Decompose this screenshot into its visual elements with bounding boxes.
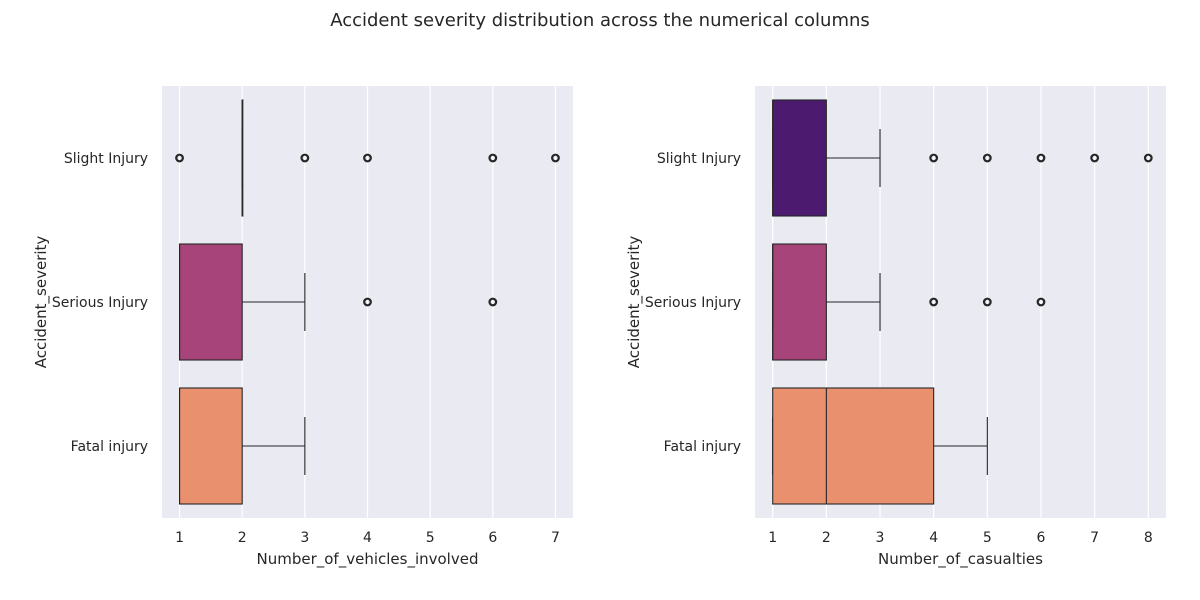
box-slight-injury [175,99,560,217]
box-iqr [178,387,243,505]
outlier-point [1036,297,1046,307]
x-tick-label: 2 [822,530,831,546]
y-tick-label: Fatal injury [71,439,148,455]
outlier-point [175,153,184,163]
x-tick-label: 4 [929,530,938,546]
x-tick-label: 1 [768,530,777,546]
panel-2: 1 2 3 4 5 6 7 8 Slight Injury Serious Injury Fatal… [625,86,1166,569]
y-tick-label: Serious Injury [52,295,148,311]
panels-layer: 1 2 3 4 5 6 7 Slight Injury Serious Injury Fatal … [32,86,1166,569]
x-tick-label: 3 [876,530,885,546]
box-iqr [772,243,827,361]
outlier-point [488,297,498,307]
panel-1: 1 2 3 4 5 6 7 Slight Injury Serious Injury Fatal … [32,86,573,569]
outlier-point [982,297,992,307]
box-serious-injury [178,243,498,361]
box-serious-injury [772,243,1046,361]
x-tick-label: 3 [300,530,309,546]
outlier-point [929,297,939,307]
box-fatal-injury [178,387,306,505]
outlier-point [363,297,372,307]
outlier-point [1036,153,1046,163]
box-iqr [772,99,827,217]
x-tick-label: 7 [551,530,560,546]
x-axis-label: Number_of_vehicles_involved [257,550,479,569]
x-tick-label: 6 [1037,530,1046,546]
outlier-point [1143,153,1153,163]
y-axis-label: Accident_severity [32,236,51,369]
y-tick-label: Fatal injury [664,439,741,455]
x-tick-label: 4 [363,530,372,546]
x-tick-label: 2 [238,530,247,546]
outlier-point [363,153,372,163]
outlier-point [300,153,310,163]
x-tick-label: 1 [175,530,184,546]
outlier-point [488,153,498,163]
outlier-point [929,153,939,163]
box-slight-injury [772,99,1153,217]
x-tick-label: 5 [426,530,435,546]
y-tick-label: Serious Injury [645,295,741,311]
outlier-point [982,153,992,163]
y-tick-label: Slight Injury [64,151,148,167]
y-axis-label: Accident_severity [625,236,644,369]
box-fatal-injury [772,387,988,505]
outlier-point [551,153,560,163]
box-iqr [178,243,243,361]
x-axis-label: Number_of_casualties [878,550,1043,569]
y-tick-label: Slight Injury [657,151,741,167]
x-tick-label: 7 [1090,530,1099,546]
chart-title: Accident severity distribution across th… [330,10,870,31]
box-iqr [772,387,935,505]
x-tick-label: 6 [488,530,497,546]
x-tick-label: 5 [983,530,992,546]
outlier-point [1090,153,1100,163]
x-tick-label: 8 [1144,530,1153,546]
